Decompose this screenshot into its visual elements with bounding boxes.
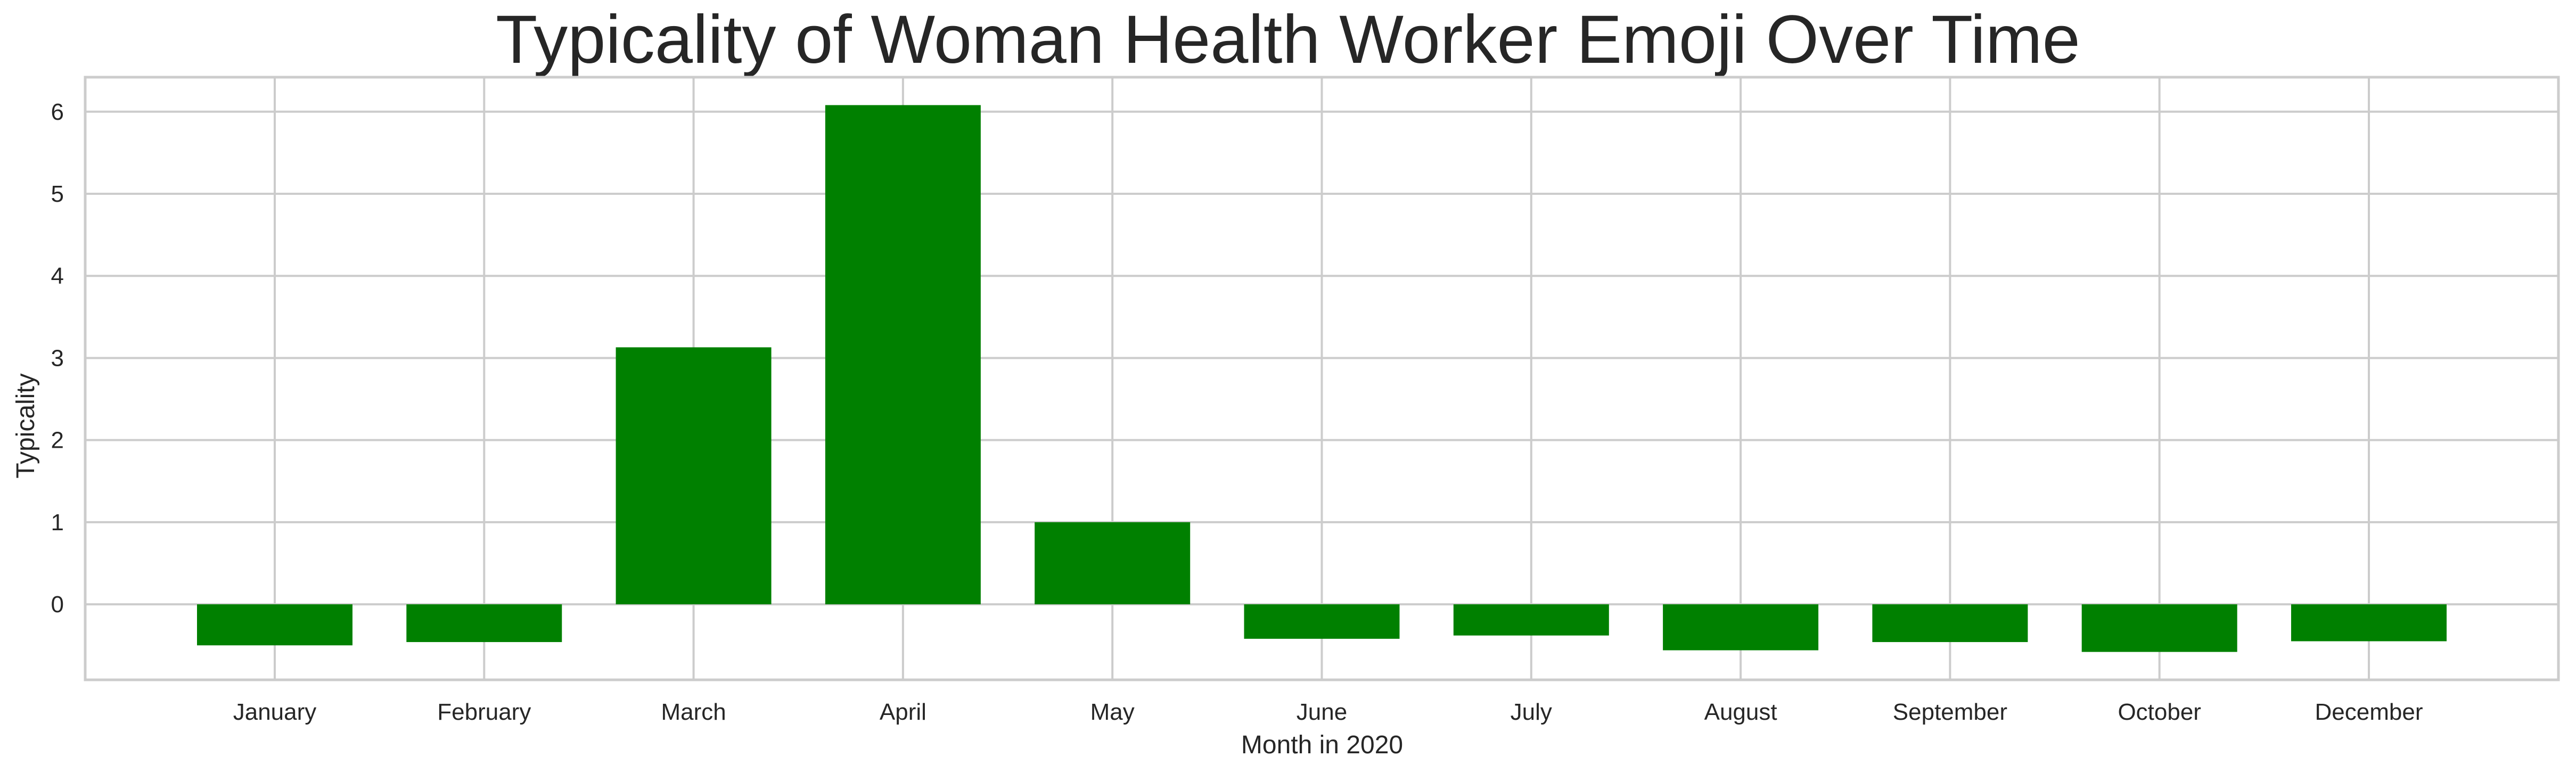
x-tick-label: January [233, 699, 317, 725]
x-tick-label: August [1704, 699, 1777, 725]
y-tick-label: 6 [51, 99, 64, 125]
x-tick-label: September [1893, 699, 2007, 725]
x-tick-label: July [1511, 699, 1552, 725]
x-tick-labels: January February March April May June July Augu… [233, 699, 2423, 725]
y-tick-label: 4 [51, 263, 64, 289]
x-tick-label: May [1090, 699, 1135, 725]
bar-march [616, 347, 772, 605]
plot-frame [84, 76, 2560, 681]
y-tick-label: 0 [51, 591, 64, 618]
x-tick-label: October [2118, 699, 2201, 725]
bar-december [2291, 604, 2447, 642]
x-tick-label: February [437, 699, 531, 725]
x-tick-label: June [1297, 699, 1347, 725]
y-axis-label: Typicality [12, 373, 40, 478]
grid-lines [85, 77, 2558, 680]
y-tick-label: 3 [51, 345, 64, 371]
y-tick-label: 1 [51, 509, 64, 536]
bar-may [1035, 522, 1191, 605]
x-axis-label: Month in 2020 [1241, 731, 1403, 759]
bar-february [406, 604, 562, 643]
bar-september [1872, 604, 2028, 643]
x-tick-label: December [2315, 699, 2423, 725]
bar-january [197, 604, 352, 646]
bars [197, 105, 2447, 652]
bar-august [1663, 604, 1819, 651]
y-tick-label: 5 [51, 181, 64, 207]
bar-october [2081, 604, 2237, 652]
x-tick-label: March [661, 699, 726, 725]
y-tick-labels: 0 1 2 3 4 5 6 [51, 99, 64, 618]
x-tick-label: April [880, 699, 926, 725]
bar-july [1453, 604, 1609, 636]
y-tick-label: 2 [51, 427, 64, 454]
chart-title: Typicality of Woman Health Worker Emoji … [496, 2, 2080, 78]
bar-june [1244, 604, 1400, 639]
bar-april [825, 105, 981, 605]
